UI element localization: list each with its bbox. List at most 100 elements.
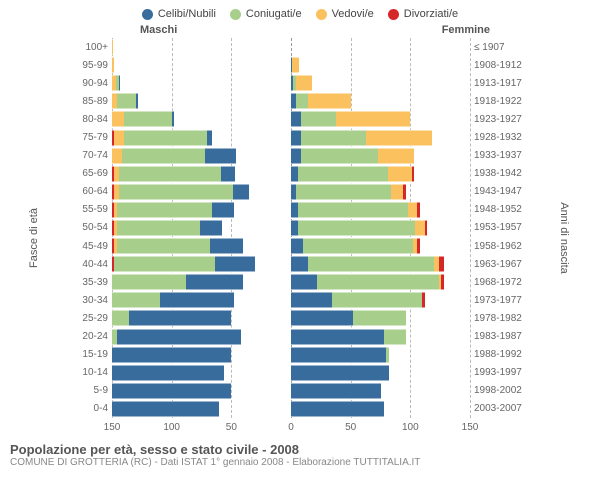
- bar-segment: [384, 329, 405, 345]
- bar-segment: [117, 93, 136, 109]
- age-row: 60-641943-1947: [68, 183, 532, 201]
- bar-segment: [291, 347, 386, 363]
- age-label: 55-59: [68, 204, 112, 215]
- bar-segment: [301, 111, 337, 127]
- age-label: 5-9: [68, 385, 112, 396]
- bar-segment: [388, 166, 412, 182]
- legend-swatch: [142, 9, 153, 20]
- bar-region: [112, 56, 470, 74]
- male-bar: [112, 147, 291, 165]
- male-bar: [112, 128, 291, 146]
- age-label: 10-14: [68, 367, 112, 378]
- age-label: 0-4: [68, 403, 112, 414]
- female-bar: [291, 219, 470, 237]
- age-label: 60-64: [68, 186, 112, 197]
- bar-segment: [301, 130, 367, 146]
- bar-segment: [403, 184, 405, 200]
- bar-segment: [117, 238, 210, 254]
- legend-swatch: [230, 9, 241, 20]
- birth-year-label: 1958-1962: [470, 241, 532, 252]
- male-bar: [112, 201, 291, 219]
- bar-segment: [308, 93, 351, 109]
- x-tick: 100: [402, 422, 419, 433]
- x-tick: 50: [226, 422, 237, 433]
- bar-segment: [298, 166, 388, 182]
- bar-segment: [291, 274, 317, 290]
- age-row: 40-441963-1967: [68, 255, 532, 273]
- bar-segment: [212, 202, 233, 218]
- bar-segment: [291, 329, 384, 345]
- bar-segment: [119, 166, 220, 182]
- bar-segment: [112, 383, 231, 399]
- x-axis: 15010050050100150: [112, 420, 470, 438]
- bar-segment: [112, 292, 160, 308]
- bar-segment: [112, 39, 113, 55]
- bar-segment: [122, 148, 206, 164]
- bar-segment: [291, 292, 332, 308]
- bar-region: [112, 147, 470, 165]
- bar-segment: [291, 220, 298, 236]
- female-bar: [291, 128, 470, 146]
- bar-region: [112, 382, 470, 400]
- bar-segment: [412, 166, 414, 182]
- birth-year-label: 1918-1922: [470, 96, 532, 107]
- birth-year-label: 1908-1912: [470, 60, 532, 71]
- female-bar: [291, 400, 470, 418]
- bar-segment: [291, 148, 301, 164]
- birth-year-label: 1968-1972: [470, 277, 532, 288]
- age-row: 10-141993-1997: [68, 364, 532, 382]
- y-axis-left-label: Fasce di età: [28, 208, 40, 268]
- female-bar: [291, 328, 470, 346]
- bar-segment: [298, 220, 415, 236]
- age-row: 85-891918-1922: [68, 92, 532, 110]
- male-bar: [112, 165, 291, 183]
- male-bar: [112, 56, 291, 74]
- legend-swatch: [316, 9, 327, 20]
- bar-segment: [301, 148, 379, 164]
- age-label: 15-19: [68, 349, 112, 360]
- age-label: 65-69: [68, 168, 112, 179]
- bar-segment: [221, 166, 235, 182]
- female-bar: [291, 56, 470, 74]
- male-bar: [112, 92, 291, 110]
- male-bar: [112, 255, 291, 273]
- bar-segment: [117, 202, 212, 218]
- bar-segment: [408, 202, 418, 218]
- age-label: 50-54: [68, 222, 112, 233]
- female-bar: [291, 165, 470, 183]
- x-tick: 100: [163, 422, 180, 433]
- legend-label: Divorziati/e: [404, 8, 458, 20]
- bar-region: [112, 74, 470, 92]
- age-label: 35-39: [68, 277, 112, 288]
- bar-region: [112, 92, 470, 110]
- age-label: 70-74: [68, 150, 112, 161]
- bar-segment: [296, 184, 391, 200]
- female-bar: [291, 346, 470, 364]
- rows: 100+≤ 190795-991908-191290-941913-191785…: [68, 38, 532, 418]
- bar-segment: [291, 401, 384, 417]
- female-bar: [291, 74, 470, 92]
- birth-year-label: 1978-1982: [470, 313, 532, 324]
- male-bar: [112, 346, 291, 364]
- bar-segment: [425, 220, 427, 236]
- bar-segment: [417, 238, 419, 254]
- legend-label: Vedovi/e: [332, 8, 374, 20]
- age-label: 45-49: [68, 241, 112, 252]
- bar-segment: [112, 57, 114, 73]
- bar-segment: [441, 274, 443, 290]
- bar-segment: [124, 130, 208, 146]
- age-label: 100+: [68, 42, 112, 53]
- bar-segment: [172, 111, 174, 127]
- birth-year-label: ≤ 1907: [470, 42, 532, 53]
- age-row: 0-42003-2007: [68, 400, 532, 418]
- bar-segment: [291, 202, 298, 218]
- male-bar: [112, 273, 291, 291]
- bar-region: [112, 346, 470, 364]
- bar-segment: [422, 292, 424, 308]
- pyramid-chart: Fasce di età Anni di nascita 100+≤ 19079…: [8, 38, 592, 438]
- birth-year-label: 1928-1932: [470, 132, 532, 143]
- birth-year-label: 1953-1957: [470, 222, 532, 233]
- bar-segment: [136, 93, 138, 109]
- bar-segment: [296, 75, 313, 91]
- legend-item: Celibi/Nubili: [142, 8, 216, 20]
